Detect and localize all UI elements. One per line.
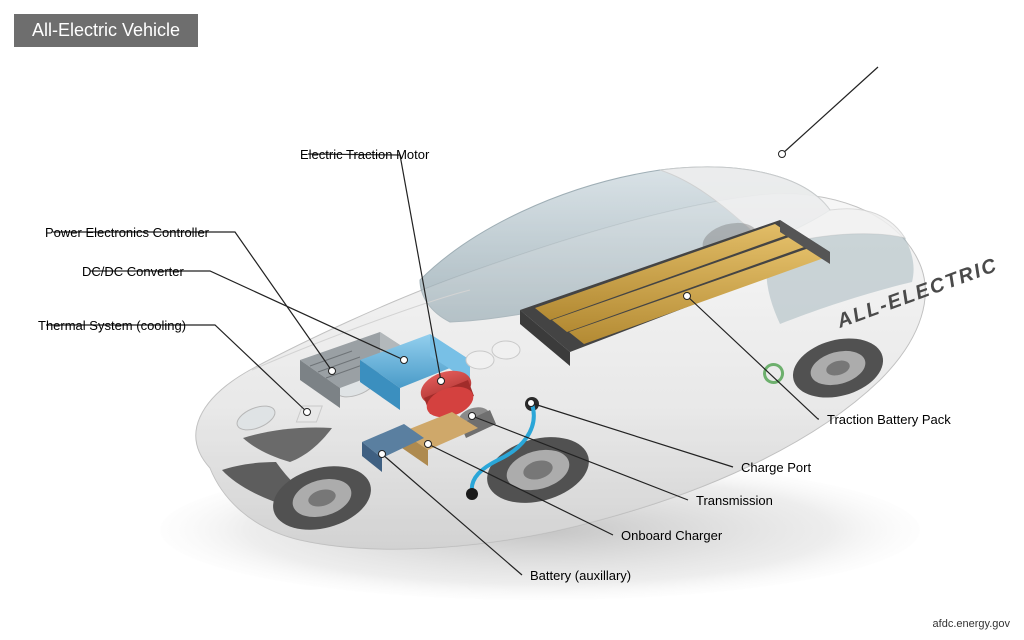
anchor-charge-port bbox=[528, 400, 535, 407]
label-electric-traction-motor: Electric Traction Motor bbox=[300, 147, 429, 162]
anchor-electric-traction-motor bbox=[438, 378, 445, 385]
anchor-onboard-charger bbox=[425, 441, 432, 448]
label-charge-port: Charge Port bbox=[741, 460, 811, 475]
anchor-power-electronics-controller bbox=[329, 368, 336, 375]
anchor-transmission bbox=[469, 413, 476, 420]
label-power-electronics-controller: Power Electronics Controller bbox=[45, 225, 209, 240]
leader-antenna bbox=[782, 67, 878, 154]
label-battery-auxiliary: Battery (auxillary) bbox=[530, 568, 631, 583]
anchor-antenna bbox=[779, 151, 786, 158]
label-onboard-charger: Onboard Charger bbox=[621, 528, 722, 543]
label-dc-dc-converter: DC/DC Converter bbox=[82, 264, 184, 279]
anchor-thermal-system bbox=[304, 409, 311, 416]
anchor-battery-auxiliary bbox=[379, 451, 386, 458]
label-traction-battery-pack: Traction Battery Pack bbox=[827, 412, 951, 427]
anchor-traction-battery-pack bbox=[684, 293, 691, 300]
label-thermal-system: Thermal System (cooling) bbox=[38, 318, 186, 333]
anchor-dc-dc-converter bbox=[401, 357, 408, 364]
car-body-group: ALL-ELECTRIC bbox=[196, 167, 1001, 549]
label-transmission: Transmission bbox=[696, 493, 773, 508]
